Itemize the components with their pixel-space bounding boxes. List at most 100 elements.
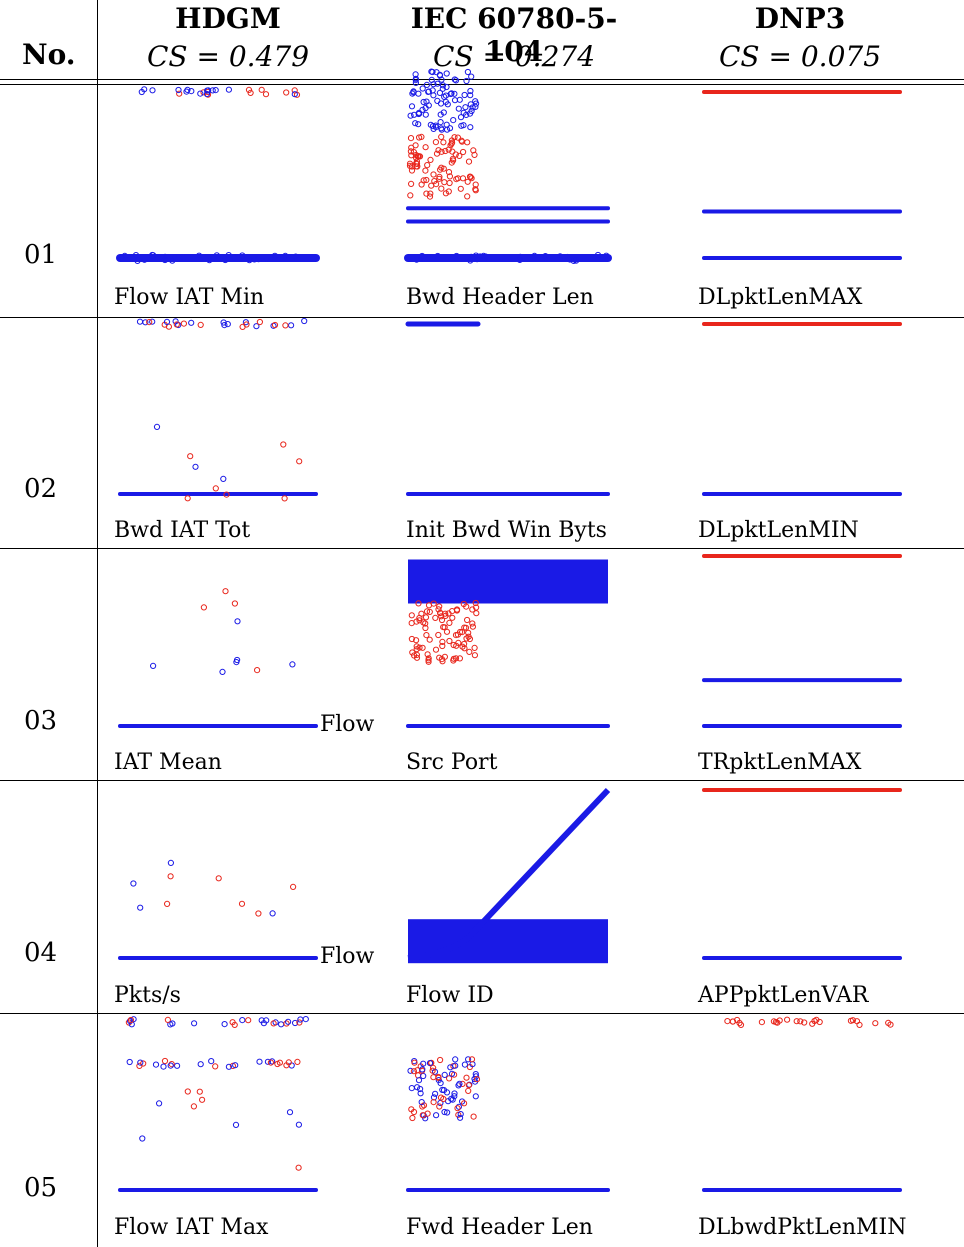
data-point — [439, 85, 446, 92]
data-point — [149, 318, 156, 325]
data-point — [463, 635, 470, 642]
data-point — [408, 635, 415, 643]
data-point — [255, 256, 262, 263]
data-point — [271, 252, 278, 259]
data-point — [758, 1019, 766, 1026]
data-point — [473, 610, 480, 617]
data-point — [438, 185, 445, 192]
data-point — [130, 1016, 137, 1023]
data-point — [438, 616, 446, 624]
data-point — [436, 89, 443, 97]
data-point — [190, 1103, 197, 1110]
data-point — [454, 175, 462, 182]
data-point — [464, 139, 471, 146]
data-point — [516, 256, 523, 263]
data-point — [429, 1067, 436, 1074]
data-point — [770, 1018, 778, 1025]
data-point — [408, 163, 416, 170]
data-point — [246, 257, 253, 264]
row-number: 05 — [24, 1173, 58, 1203]
data-point — [408, 1106, 415, 1113]
data-point — [412, 71, 419, 78]
data-point — [573, 257, 580, 264]
data-point — [437, 1080, 444, 1087]
data-point — [258, 86, 265, 93]
data-point — [408, 612, 415, 619]
data-point — [301, 317, 308, 325]
data-point — [232, 1121, 240, 1129]
data-point — [467, 124, 474, 131]
data-point — [776, 1017, 783, 1024]
data-point — [184, 495, 191, 502]
data-point — [434, 80, 441, 87]
column-header-hdgm: HDGM — [175, 2, 281, 35]
data-point — [156, 1100, 163, 1107]
data-point — [168, 1061, 175, 1068]
data-point — [197, 1061, 204, 1068]
data-point — [422, 614, 430, 621]
data-point — [288, 1062, 295, 1069]
data-point — [459, 1080, 466, 1088]
data-point — [413, 637, 420, 644]
row-number: 03 — [24, 706, 58, 736]
data-point — [271, 321, 279, 329]
data-point — [139, 1135, 146, 1142]
data-point — [292, 1019, 299, 1027]
data-point — [594, 251, 602, 259]
data-point — [285, 1059, 292, 1066]
data-point — [465, 1082, 472, 1089]
data-point — [129, 254, 136, 261]
data-point — [446, 179, 453, 187]
data-point — [438, 133, 445, 140]
data-point — [232, 1062, 239, 1069]
data-point — [254, 667, 261, 674]
data-point — [463, 1074, 470, 1081]
row-divider — [0, 317, 964, 318]
data-point — [225, 252, 232, 259]
data-point — [456, 152, 463, 159]
data-point — [269, 910, 276, 917]
data-point — [136, 1062, 143, 1070]
data-point — [436, 72, 444, 79]
data-point — [437, 119, 444, 126]
data-point — [410, 149, 417, 156]
data-point — [163, 318, 171, 325]
data-point — [428, 76, 435, 84]
data-point — [434, 97, 441, 105]
data-point — [415, 1072, 422, 1079]
data-point — [603, 252, 610, 259]
data-point — [278, 1021, 285, 1028]
data-point — [430, 92, 437, 99]
data-point — [127, 1016, 134, 1024]
data-point — [188, 319, 195, 326]
data-point — [130, 880, 137, 887]
data-point — [413, 256, 420, 263]
data-point — [423, 255, 431, 262]
data-point — [420, 619, 427, 626]
data-point — [220, 475, 227, 482]
data-point — [407, 112, 414, 119]
data-point — [204, 87, 211, 94]
data-point — [437, 166, 444, 173]
data-point — [160, 1063, 167, 1070]
data-point — [415, 1077, 423, 1084]
data-point — [433, 150, 441, 157]
data-point — [413, 651, 420, 659]
data-point — [465, 1056, 472, 1063]
data-point — [118, 254, 125, 261]
data-point — [436, 175, 443, 182]
data-point — [437, 1056, 444, 1064]
data-point — [797, 1018, 804, 1025]
data-point — [206, 257, 213, 264]
data-point — [472, 1093, 479, 1100]
column-header-dnp3: DNP3 — [754, 2, 846, 35]
data-point — [420, 1060, 427, 1067]
data-point — [419, 106, 426, 113]
data-point — [253, 323, 260, 330]
data-point — [150, 662, 157, 670]
data-point — [452, 151, 459, 158]
data-point — [426, 1060, 434, 1067]
data-point — [442, 190, 449, 197]
data-point — [471, 1075, 478, 1083]
